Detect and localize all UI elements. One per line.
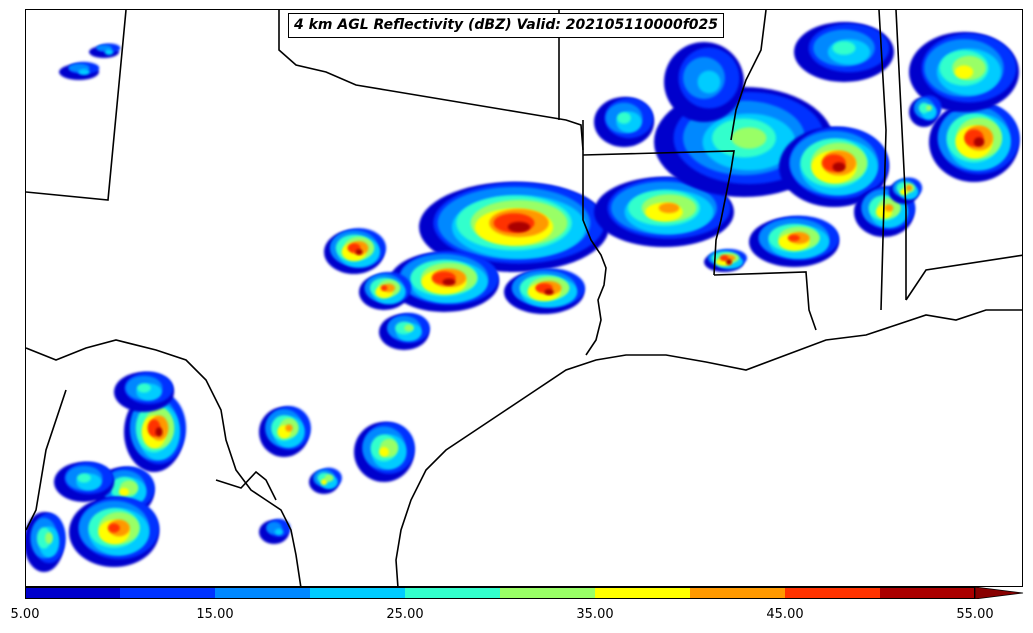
colorbar-segment bbox=[405, 587, 500, 599]
reflectivity-map bbox=[26, 10, 1022, 586]
echo-contour bbox=[899, 188, 909, 196]
map-frame bbox=[25, 9, 1023, 587]
colorbar-segment bbox=[880, 587, 975, 599]
echo-contour bbox=[324, 474, 334, 482]
echo-contour bbox=[731, 127, 767, 149]
echo-contour bbox=[906, 185, 912, 191]
colorbar-tick-label: 5.00 bbox=[10, 607, 40, 622]
echo-contour bbox=[321, 479, 327, 485]
colorbar-segment bbox=[310, 587, 405, 599]
echo-contour bbox=[78, 69, 90, 75]
echo-contour bbox=[926, 105, 932, 111]
echo-contour bbox=[697, 70, 721, 94]
colorbar-extend-arrow bbox=[974, 587, 1024, 599]
echo-contour bbox=[77, 473, 91, 483]
echo-contour bbox=[832, 162, 846, 172]
echo-contour bbox=[973, 137, 985, 147]
echo-contour bbox=[404, 324, 414, 332]
echo-contour bbox=[379, 447, 389, 457]
echo-contour bbox=[884, 204, 894, 212]
reflectivity-echoes bbox=[26, 22, 1020, 572]
echo-contour bbox=[104, 49, 114, 55]
colorbar-outline bbox=[25, 587, 975, 599]
echo-contour bbox=[45, 532, 53, 544]
echo-contour bbox=[355, 249, 363, 255]
map-title: 4 km AGL Reflectivity (dBZ) Valid: 20210… bbox=[288, 13, 725, 38]
echo-contour bbox=[442, 278, 456, 286]
echo-contour bbox=[832, 41, 856, 55]
colorbar-tick-label: 35.00 bbox=[576, 607, 614, 622]
echo-contour bbox=[108, 523, 120, 533]
echo-contour bbox=[918, 102, 930, 114]
colorbar-tick-label: 25.00 bbox=[386, 607, 424, 622]
echo-contour bbox=[285, 424, 293, 432]
colorbar-segment bbox=[25, 587, 120, 599]
colorbar-segment bbox=[595, 587, 690, 599]
colorbar-segment bbox=[215, 587, 310, 599]
echo-contour bbox=[788, 234, 800, 242]
echo-contour bbox=[719, 255, 729, 261]
echo-contour bbox=[658, 202, 680, 214]
colorbar-tick-label: 45.00 bbox=[766, 607, 804, 622]
echo-contour bbox=[119, 487, 129, 497]
echo-contour bbox=[544, 289, 554, 295]
colorbar-segment bbox=[690, 587, 785, 599]
state-borders bbox=[26, 10, 1022, 586]
colorbar bbox=[25, 587, 1024, 599]
echo-contour bbox=[274, 528, 284, 536]
colorbar-tick-label: 15.00 bbox=[196, 607, 234, 622]
echo-contour bbox=[155, 427, 163, 437]
colorbar-segment bbox=[120, 587, 215, 599]
echo-contour bbox=[617, 112, 631, 124]
colorbar-tick-label: 55.00 bbox=[956, 607, 994, 622]
colorbar-segment bbox=[785, 587, 880, 599]
echo-contour bbox=[726, 259, 732, 265]
echo-contour bbox=[380, 285, 388, 291]
echo-contour bbox=[954, 65, 974, 79]
echo-contour bbox=[507, 221, 531, 233]
echo-contour bbox=[137, 383, 151, 393]
colorbar-segment bbox=[500, 587, 595, 599]
